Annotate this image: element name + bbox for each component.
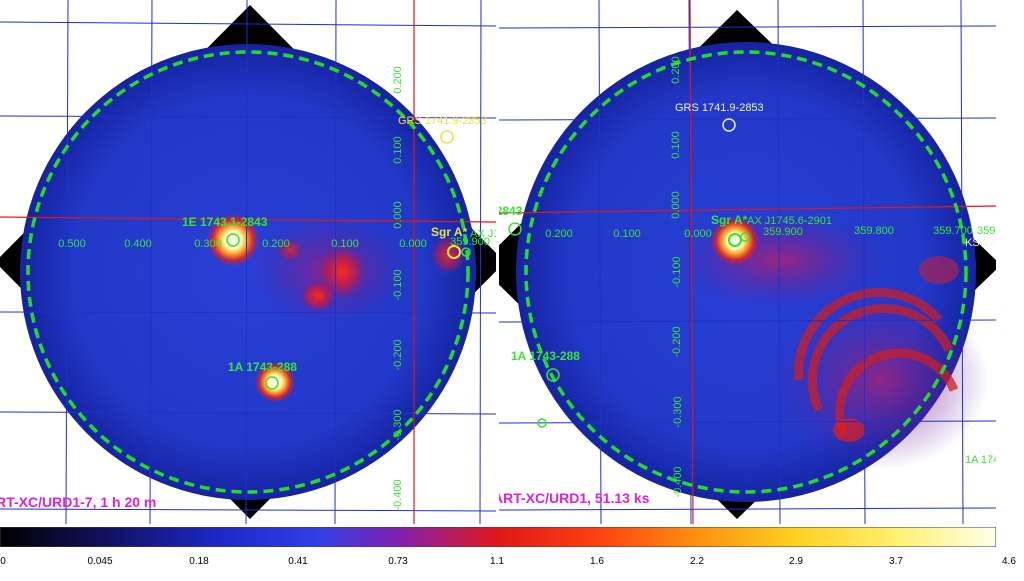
bright-source-blob: [207, 214, 259, 266]
source-label: 1E 1743.1-2843: [182, 215, 268, 229]
colorbar-tick-label: 1.6: [590, 556, 604, 567]
ra-tick-label: 0.100: [331, 238, 359, 250]
diffuse-emission-peak: [919, 256, 959, 284]
left-image-svg: 0.500 0.400 0.300 0.200 0.100 0.000 359.…: [0, 0, 496, 524]
source-label: 1E 1743.1-2843: [499, 204, 523, 218]
ra-tick-label: 359.600: [977, 225, 996, 237]
coordinate-grid: [0, 0, 496, 524]
source-label: KS 1741-293: [965, 237, 996, 249]
dec-tick-label: -0.300: [392, 409, 404, 440]
dec-tick-label: 0.200: [670, 56, 682, 84]
ra-tick-label: 0.200: [262, 238, 290, 250]
diffuse-emission-peak: [276, 238, 304, 262]
source-markers: [226, 130, 471, 390]
field-circle: [524, 50, 968, 494]
source-label: AX J1745.6-2901: [470, 228, 496, 240]
bright-source-blob: [255, 362, 295, 402]
colorbar-tick-label: 4.6: [1002, 556, 1016, 567]
dec-tick-label: -0.400: [672, 466, 684, 497]
ra-tick-label: 0.100: [613, 228, 641, 240]
colorbar-tick-label: 1.1: [490, 556, 504, 567]
colorbar-tick-label: 0.18: [189, 556, 209, 567]
dec-tick-label: 0.100: [392, 136, 404, 164]
ra-tick-label: 0.500: [58, 238, 86, 250]
panel-caption: ART-XC/URD1, 51.13 ks: [499, 490, 650, 506]
source-label: AX J1745.6-2901: [747, 215, 832, 227]
dec-tick-label: -0.400: [392, 479, 404, 510]
diffuse-emission-peak: [300, 280, 336, 312]
source-label: 1A 1743-288: [511, 349, 580, 363]
dec-tick-label: -0.100: [671, 256, 683, 287]
source-label: 1A 1743-288: [228, 360, 297, 374]
exposure-image: [20, 44, 476, 500]
source-label: Sgr A*: [431, 225, 468, 239]
left-image-panel: 0.500 0.400 0.300 0.200 0.100 0.000 359.…: [0, 0, 496, 524]
ra-tick-label: 0.000: [399, 238, 427, 250]
colorbar-tick-label: 0.045: [87, 556, 113, 567]
ra-tick-label: 359.700: [933, 225, 973, 237]
ra-tick-label: 359.900: [450, 236, 490, 248]
ra-tick-label: 0.200: [545, 228, 573, 240]
crosshair: [0, 0, 496, 524]
field-circle: [26, 50, 470, 494]
ra-tick-label: 359.800: [854, 225, 894, 237]
dec-tick-label: 0.100: [670, 131, 682, 159]
dec-tick-label: 0.000: [670, 191, 682, 219]
ra-tick-label: 0.300: [194, 238, 222, 250]
colorbar: [0, 527, 996, 547]
right-image-panel: 0.200 0.100 0.000 359.900 359.800 359.70…: [499, 0, 996, 524]
colorbar-tick-label: 3.7: [889, 556, 903, 567]
source-label: 1A 1742-294: [965, 454, 996, 466]
ra-tick-label: 0.400: [124, 238, 152, 250]
source-markers: [508, 118, 750, 428]
dec-tick-label: 0.200: [392, 66, 404, 94]
dec-tick-label: -0.200: [671, 326, 683, 357]
ra-tick-label: 0.000: [684, 228, 712, 240]
colorbar-gradient: [0, 527, 996, 547]
source-label: GRS 1741.9-2853: [675, 102, 764, 114]
dec-tick-label: 0.000: [392, 201, 404, 229]
stray-light-arcs: [794, 288, 959, 437]
colorbar-tick-label: 0.41: [288, 556, 308, 567]
bright-source-blob: [711, 217, 759, 265]
dec-tick-label: -0.200: [392, 339, 404, 370]
colorbar-tick-label: 0.73: [388, 556, 408, 567]
dec-tick-label: -0.300: [672, 396, 684, 427]
colorbar-tick-label: 0: [0, 556, 6, 567]
panel-caption: ART-XC/URD1-7, 1 h 20 m: [0, 494, 156, 510]
colorbar-tick-label: 2.2: [690, 556, 704, 567]
ra-tick-label: 359.900: [763, 226, 803, 238]
dec-tick-label: -0.100: [392, 269, 404, 300]
diffuse-emission-peak: [833, 418, 865, 442]
crosshair: [499, 0, 996, 524]
source-label: GRS 1741.9-2853: [398, 115, 487, 127]
colorbar-tick-label: 2.9: [789, 556, 803, 567]
diffuse-emission: [769, 290, 989, 470]
source-label: Sgr A*: [711, 213, 748, 227]
right-image-svg: 0.200 0.100 0.000 359.900 359.800 359.70…: [499, 0, 996, 524]
